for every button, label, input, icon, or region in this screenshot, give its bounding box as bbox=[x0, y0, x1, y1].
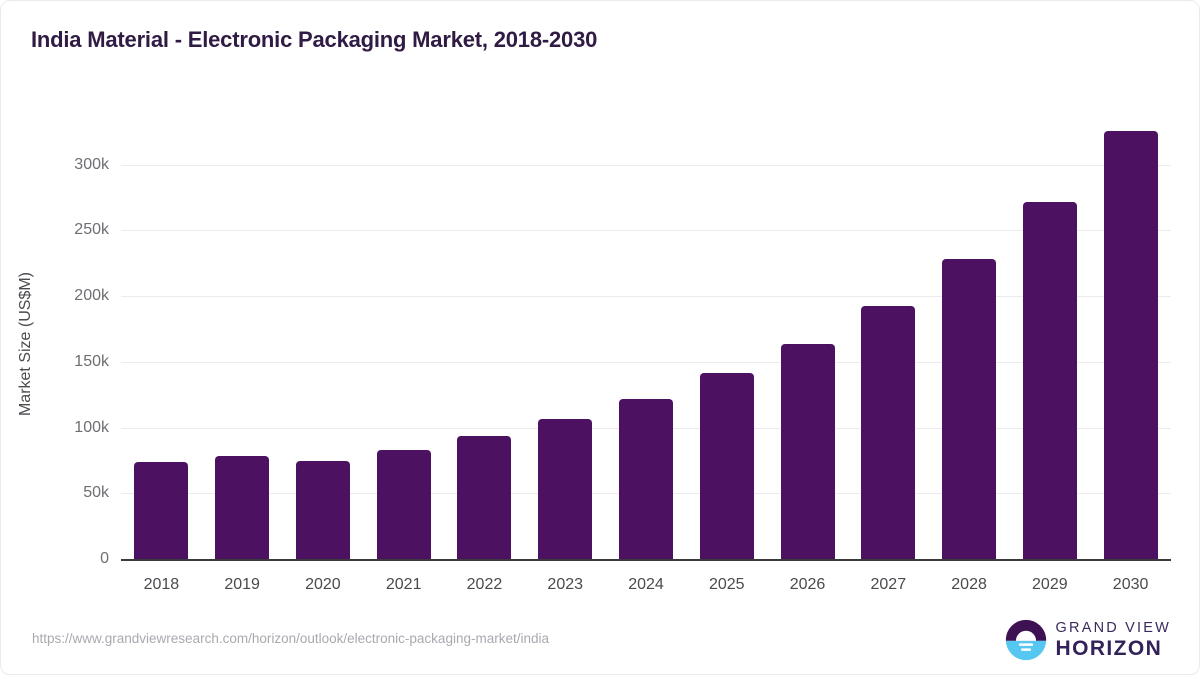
y-axis-tick-label: 300k bbox=[74, 155, 109, 173]
grand-view-horizon-logo-icon bbox=[1005, 619, 1046, 661]
y-axis-tick-label: 250k bbox=[74, 221, 109, 239]
bar-slot bbox=[444, 112, 525, 559]
bar-slot bbox=[848, 112, 929, 559]
bar-2023[interactable] bbox=[538, 419, 593, 559]
y-axis-tick-label: 200k bbox=[74, 287, 109, 305]
x-axis-tick-label: 2026 bbox=[789, 576, 826, 593]
bar-slot bbox=[1009, 112, 1090, 559]
gridline bbox=[121, 296, 1171, 298]
x-axis-tick-label: 2019 bbox=[224, 576, 260, 593]
x-axis-tick-label: 2024 bbox=[628, 576, 664, 593]
bar-2020[interactable] bbox=[295, 461, 350, 559]
gridline bbox=[121, 361, 1171, 363]
source-url[interactable]: https://www.grandviewresearch.com/horizo… bbox=[32, 631, 549, 646]
bar-slot bbox=[1090, 112, 1171, 559]
x-axis-tick-label: 2030 bbox=[1112, 576, 1149, 593]
brand-logo[interactable]: GRAND VIEW HORIZON bbox=[1005, 619, 1171, 661]
bar-slot bbox=[202, 112, 283, 559]
page-title: India Material - Electronic Packaging Ma… bbox=[31, 27, 598, 52]
x-axis-tick-labels: 2018 2019 2020 2021 2022 2023 2024 2025 2026 2027… bbox=[121, 1, 1171, 675]
bar-2024[interactable] bbox=[618, 398, 673, 559]
x-axis-tick-label: 2029 bbox=[1032, 576, 1068, 593]
x-axis-tick-label: 2025 bbox=[708, 576, 745, 593]
bar-slot bbox=[686, 112, 767, 559]
bar-slot bbox=[363, 112, 444, 559]
bar-2018[interactable] bbox=[134, 462, 189, 559]
y-axis-tick-label: 150k bbox=[74, 352, 109, 370]
y-axis-title: Market Size (US$M) bbox=[17, 271, 34, 417]
y-axis-tick-labels: 0 50k 100k 150k 200k 250k 300k bbox=[1, 1, 109, 675]
x-axis-tick-label: 2028 bbox=[951, 576, 987, 593]
bar-2027[interactable] bbox=[861, 306, 916, 559]
x-axis-tick-label: 2022 bbox=[466, 576, 503, 593]
bar-slot bbox=[929, 112, 1010, 559]
x-axis-tick-label: 2020 bbox=[305, 576, 341, 593]
bar-2030[interactable] bbox=[1103, 131, 1158, 559]
bar-2028[interactable] bbox=[942, 258, 997, 559]
bars-layer bbox=[121, 112, 1171, 559]
bar-2029[interactable] bbox=[1022, 202, 1077, 559]
bar-slot bbox=[283, 112, 364, 559]
bar-2019[interactable] bbox=[215, 455, 270, 559]
y-axis-tick-label: 0 bbox=[100, 550, 109, 567]
bar-2021[interactable] bbox=[376, 449, 431, 559]
x-axis-tick-label: 2023 bbox=[547, 576, 584, 593]
logo-line-horizon: HORIZON bbox=[1055, 637, 1163, 661]
x-axis-tick-label: 2027 bbox=[870, 576, 907, 593]
y-axis-tick-label: 50k bbox=[83, 484, 109, 502]
x-axis-line bbox=[121, 559, 1171, 561]
bar-slot bbox=[121, 112, 202, 559]
logo-text: GRAND VIEW HORIZON bbox=[1056, 621, 1171, 660]
logo-line-grand-view: GRAND VIEW bbox=[1055, 619, 1171, 636]
x-axis-tick-label: 2021 bbox=[385, 576, 422, 593]
gridline bbox=[121, 230, 1171, 232]
bar-2026[interactable] bbox=[780, 343, 835, 559]
gridline bbox=[121, 164, 1171, 166]
bar-slot bbox=[767, 112, 848, 559]
y-axis-tick-label: 100k bbox=[74, 418, 109, 436]
x-axis-tick-label: 2018 bbox=[143, 576, 180, 593]
bar-slot bbox=[525, 112, 606, 559]
bar-slot bbox=[606, 112, 687, 559]
bar-2025[interactable] bbox=[699, 373, 754, 559]
bar-2022[interactable] bbox=[457, 436, 512, 559]
